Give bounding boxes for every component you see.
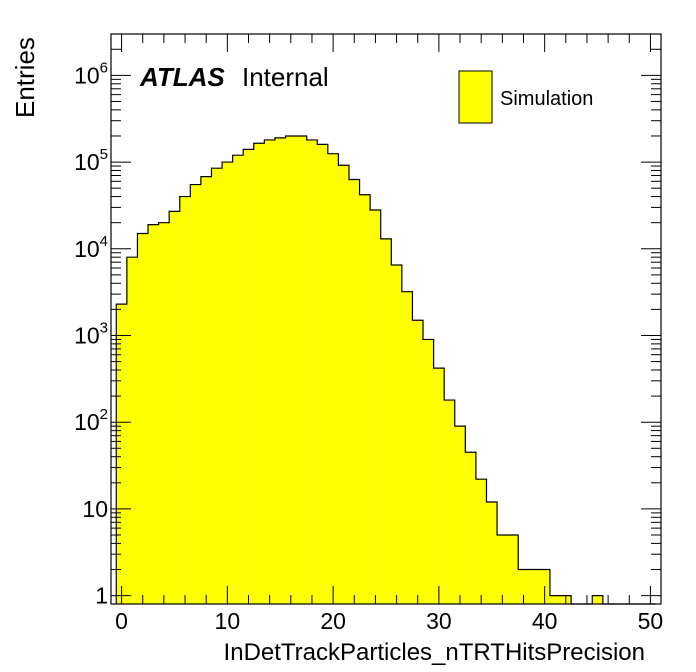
histogram-bin [475, 479, 487, 604]
atlas-label-internal: Internal [242, 62, 329, 92]
histogram-bin [243, 149, 254, 604]
histogram-bin [465, 452, 476, 604]
histogram-bin [454, 426, 466, 604]
histogram-bin [518, 569, 529, 604]
histogram-bin [317, 144, 328, 604]
x-tick-label: 40 [532, 608, 558, 634]
histogram-bin [592, 595, 603, 604]
x-tick-label: 10 [215, 608, 241, 634]
histogram-bin [338, 165, 349, 604]
x-tick-label: 50 [638, 608, 664, 634]
histogram-bin [158, 222, 170, 604]
histogram-bin [116, 304, 127, 604]
svg-text:ATLAS Internal: ATLAS Internal [139, 62, 329, 92]
y-tick-label: 1 [95, 583, 108, 609]
histogram-outline [115, 135, 656, 605]
histogram-bin [179, 196, 191, 605]
legend-swatch [458, 70, 493, 124]
histogram-bin [148, 224, 159, 604]
histogram-bin [380, 238, 392, 604]
y-tick-label: 10 [82, 496, 108, 522]
histogram-bin [391, 264, 402, 604]
histogram-bin [285, 135, 297, 604]
axis-ticks [111, 33, 661, 604]
x-tick-label: 30 [426, 608, 452, 634]
x-tick-labels: 0 10 20 30 40 50 [115, 608, 663, 634]
histogram-bin [507, 534, 519, 604]
y-tick-label: 105 [74, 146, 108, 175]
x-axis-label: InDetTrackParticles_nTRTHitsPrecision [224, 639, 645, 666]
histogram-bin [211, 168, 223, 604]
histogram-bin [486, 502, 498, 604]
y-tick-label: 103 [74, 319, 108, 348]
histogram-bin [433, 368, 445, 604]
histogram-bin [412, 320, 424, 604]
histogram-bars [116, 135, 603, 605]
histogram-bin [190, 184, 201, 605]
histogram-bin [444, 400, 455, 604]
y-tick-label: 106 [74, 59, 108, 88]
histogram-bin [528, 569, 540, 604]
legend-label: Simulation [500, 88, 593, 110]
histogram-bin [169, 211, 180, 605]
legend: Simulation [458, 70, 593, 124]
histogram-bin [401, 291, 413, 604]
x-tick-label: 20 [320, 608, 346, 634]
histogram-bin [327, 153, 339, 604]
histogram-bin [222, 162, 233, 604]
histogram-bin [232, 155, 244, 604]
histogram-bin [306, 139, 318, 605]
y-tick-label: 104 [74, 233, 108, 262]
histogram-bin [370, 210, 381, 604]
histogram-bin [126, 257, 138, 604]
x-tick-label: 0 [115, 608, 128, 634]
atlas-label: ATLAS Internal [139, 62, 329, 92]
histogram-bin [497, 534, 508, 604]
histogram-bin [296, 135, 307, 604]
histogram-bin [253, 143, 265, 604]
y-tick-labels: 1 10 102 103 104 105 106 [74, 59, 108, 608]
histogram-bin [348, 179, 360, 604]
histogram-bin [359, 194, 371, 605]
plot-frame [110, 33, 662, 605]
histogram-bin [137, 233, 149, 604]
histogram-bin [423, 339, 434, 604]
histogram-bin [274, 137, 286, 604]
histogram-bin [264, 139, 275, 605]
y-axis-label: Entries [10, 37, 40, 118]
atlas-label-bold: ATLAS [139, 62, 225, 92]
histogram-bin [200, 176, 212, 604]
histogram-bin [549, 595, 561, 604]
y-tick-label: 102 [74, 406, 108, 435]
